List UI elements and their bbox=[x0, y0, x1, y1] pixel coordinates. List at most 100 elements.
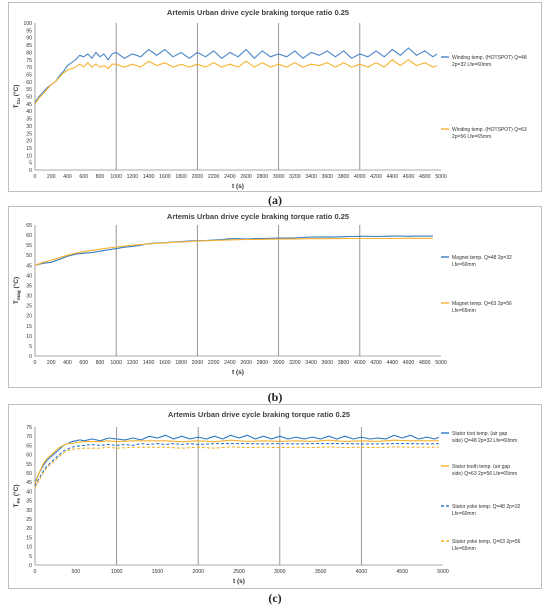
y-tick-label: 0 bbox=[29, 168, 32, 174]
y-tick-label: 35 bbox=[26, 499, 32, 505]
y-tick-label: 35 bbox=[26, 117, 32, 123]
y-tick-label: 0 bbox=[29, 354, 32, 360]
x-tick-label: 3000 bbox=[273, 174, 285, 180]
x-tick-label: 800 bbox=[96, 174, 105, 180]
x-tick-label: 2600 bbox=[240, 360, 252, 366]
y-tick-label: 80 bbox=[26, 50, 32, 56]
y-tick-label: 55 bbox=[26, 87, 32, 93]
legend-entry: Stator yoke temp. Q=63 2p=56 Lfe=65mm bbox=[452, 539, 521, 552]
x-tick-label: 3200 bbox=[289, 174, 301, 180]
y-tick-label: 20 bbox=[26, 526, 32, 532]
y-tick-label: 10 bbox=[26, 153, 32, 159]
x-tick-label: 2400 bbox=[224, 174, 236, 180]
legend-entry: Stator yoke temp. Q=48 2p=32 Lfe=60mm bbox=[452, 504, 521, 517]
x-tick-label: 4800 bbox=[419, 174, 431, 180]
y-tick-label: 60 bbox=[26, 233, 32, 239]
chart-panel-c: Artemis Urban drive cycle braking torque… bbox=[8, 404, 542, 589]
y-tick-label: 20 bbox=[26, 314, 32, 320]
x-tick-label: 4500 bbox=[396, 569, 408, 575]
series-line-2 bbox=[34, 237, 433, 266]
x-tick-label: 3600 bbox=[322, 174, 334, 180]
chart-c: Artemis Urban drive cycle braking torque… bbox=[12, 410, 521, 585]
x-tick-label: 0 bbox=[34, 360, 37, 366]
x-tick-label: 3500 bbox=[315, 569, 327, 575]
y-tick-label: 5 bbox=[29, 161, 32, 167]
x-tick-label: 2500 bbox=[233, 569, 245, 575]
legend-entry: Stator tooth temp. (air gap side) Q=63 2p… bbox=[452, 464, 517, 477]
y-tick-label: 30 bbox=[26, 294, 32, 300]
series-line-1 bbox=[34, 434, 440, 483]
legend-entry: Magnet temp. Q=48 2p=32 Lfe=60mm bbox=[452, 255, 512, 268]
series-line-1 bbox=[34, 47, 438, 103]
y-axis-label: TFe (°C) bbox=[12, 484, 22, 507]
y-tick-label: 45 bbox=[26, 480, 32, 486]
x-tick-label: 3000 bbox=[274, 569, 286, 575]
legend-entry: Winding temp. (HOTSPOT) Q=48 2p=32 Lfe=60… bbox=[452, 55, 527, 68]
y-tick-label: 45 bbox=[26, 102, 32, 108]
y-tick-label: 5 bbox=[29, 554, 32, 560]
x-tick-label: 1800 bbox=[175, 360, 187, 366]
x-tick-label: 4400 bbox=[387, 174, 399, 180]
series-line-1 bbox=[34, 235, 433, 266]
x-tick-label: 4800 bbox=[419, 360, 431, 366]
chart-title: Artemis Urban drive cycle braking torque… bbox=[168, 410, 350, 419]
y-tick-label: 75 bbox=[26, 58, 32, 64]
chart-b: Artemis Urban drive cycle braking torque… bbox=[12, 212, 512, 376]
x-tick-label: 2800 bbox=[257, 174, 269, 180]
x-tick-label: 4000 bbox=[354, 360, 366, 366]
y-tick-label: 55 bbox=[26, 462, 32, 468]
y-axis-label: Tmag (°C) bbox=[12, 277, 22, 304]
x-tick-label: 2000 bbox=[192, 360, 204, 366]
x-tick-label: 1600 bbox=[159, 360, 171, 366]
y-tick-label: 60 bbox=[26, 453, 32, 459]
y-tick-label: 75 bbox=[26, 425, 32, 431]
x-tick-label: 2600 bbox=[240, 174, 252, 180]
caption-a: (a) bbox=[268, 193, 282, 207]
y-tick-label: 15 bbox=[26, 324, 32, 330]
x-tick-label: 200 bbox=[47, 174, 56, 180]
x-tick-label: 5000 bbox=[437, 569, 449, 575]
x-axis-label: t (s) bbox=[232, 369, 244, 376]
series-line-3 bbox=[34, 443, 439, 487]
x-tick-label: 2400 bbox=[224, 360, 236, 366]
x-tick-label: 1200 bbox=[127, 174, 139, 180]
x-tick-label: 1500 bbox=[152, 569, 164, 575]
x-tick-label: 200 bbox=[47, 360, 56, 366]
y-tick-label: 45 bbox=[26, 263, 32, 269]
y-tick-label: 65 bbox=[26, 223, 32, 229]
y-tick-label: 15 bbox=[26, 535, 32, 541]
y-tick-label: 100 bbox=[23, 21, 32, 27]
y-tick-label: 55 bbox=[26, 243, 32, 249]
x-tick-label: 1200 bbox=[127, 360, 139, 366]
x-tick-label: 4200 bbox=[370, 174, 382, 180]
y-tick-label: 15 bbox=[26, 146, 32, 152]
chart-title: Artemis Urban drive cycle braking torque… bbox=[167, 8, 349, 17]
x-tick-label: 500 bbox=[71, 569, 80, 575]
x-tick-label: 2200 bbox=[208, 174, 220, 180]
x-axis-label: t (s) bbox=[233, 578, 245, 585]
y-tick-label: 10 bbox=[26, 334, 32, 340]
chart-a: Artemis Urban drive cycle braking torque… bbox=[12, 8, 527, 190]
x-tick-label: 800 bbox=[96, 360, 105, 366]
x-tick-label: 5000 bbox=[435, 174, 447, 180]
chart-title: Artemis Urban drive cycle braking torque… bbox=[167, 212, 349, 221]
x-tick-label: 3200 bbox=[289, 360, 301, 366]
y-tick-label: 0 bbox=[29, 563, 32, 569]
x-tick-label: 4600 bbox=[403, 360, 415, 366]
chart-panel-b: Artemis Urban drive cycle braking torque… bbox=[8, 206, 542, 388]
y-tick-label: 25 bbox=[26, 304, 32, 310]
x-tick-label: 0 bbox=[34, 174, 37, 180]
series-line-2 bbox=[34, 59, 438, 105]
x-tick-label: 4000 bbox=[356, 569, 368, 575]
x-tick-label: 600 bbox=[79, 360, 88, 366]
x-tick-label: 3600 bbox=[322, 360, 334, 366]
y-tick-label: 5 bbox=[29, 344, 32, 350]
y-tick-label: 50 bbox=[26, 253, 32, 259]
y-tick-label: 70 bbox=[26, 434, 32, 440]
y-tick-label: 40 bbox=[26, 273, 32, 279]
y-tick-label: 70 bbox=[26, 65, 32, 71]
y-tick-label: 10 bbox=[26, 545, 32, 551]
y-tick-label: 35 bbox=[26, 283, 32, 289]
y-tick-label: 50 bbox=[26, 471, 32, 477]
caption-c: (c) bbox=[268, 591, 282, 605]
